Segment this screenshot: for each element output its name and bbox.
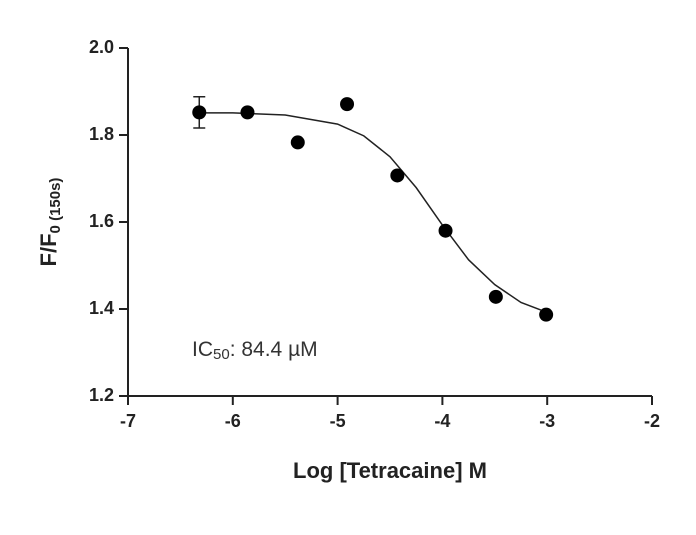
y-tick-label: 1.2 xyxy=(89,385,114,405)
data-point xyxy=(340,97,355,112)
data-point xyxy=(240,105,255,120)
x-tick-label: -7 xyxy=(120,411,136,431)
annotation-sub: 50 xyxy=(213,346,230,363)
data-point xyxy=(390,168,405,183)
annotation-prefix: IC xyxy=(192,338,213,361)
y-tick-label: 2.0 xyxy=(89,37,114,57)
y-axis-label: F/F0 (150s) xyxy=(36,178,64,267)
annotation-text: : 84.4 µM xyxy=(230,338,318,361)
data-point xyxy=(192,105,207,120)
data-point xyxy=(438,223,453,238)
x-axis-label: Log [Tetracaine] M xyxy=(293,458,487,483)
x-tick-label: -5 xyxy=(330,411,346,431)
y-tick-label: 1.6 xyxy=(89,211,114,231)
x-tick-label: -2 xyxy=(644,411,660,431)
y-label-main: F/F xyxy=(36,233,61,266)
y-label-sub: 0 (150s) xyxy=(47,178,64,234)
x-tick-label: -4 xyxy=(434,411,450,431)
x-tick-label: -6 xyxy=(225,411,241,431)
data-point xyxy=(290,135,305,150)
y-tick-label: 1.8 xyxy=(89,124,114,144)
y-tick-label: 1.4 xyxy=(89,298,114,318)
data-point xyxy=(539,307,554,322)
x-tick-label: -3 xyxy=(539,411,555,431)
annotation: IC50: 84.4 µM xyxy=(192,338,318,363)
data-point xyxy=(488,289,503,304)
